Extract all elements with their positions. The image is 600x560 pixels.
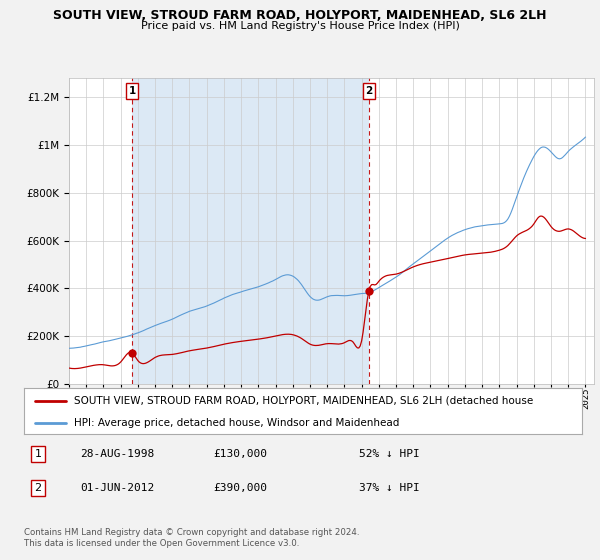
Text: 37% ↓ HPI: 37% ↓ HPI	[359, 483, 419, 493]
Text: £130,000: £130,000	[214, 449, 268, 459]
Text: Contains HM Land Registry data © Crown copyright and database right 2024.
This d: Contains HM Land Registry data © Crown c…	[24, 528, 359, 548]
Text: 1: 1	[128, 86, 136, 96]
Text: Price paid vs. HM Land Registry's House Price Index (HPI): Price paid vs. HM Land Registry's House …	[140, 21, 460, 31]
Bar	[132, 78, 369, 384]
Text: 2: 2	[365, 86, 373, 96]
Text: £390,000: £390,000	[214, 483, 268, 493]
Text: SOUTH VIEW, STROUD FARM ROAD, HOLYPORT, MAIDENHEAD, SL6 2LH: SOUTH VIEW, STROUD FARM ROAD, HOLYPORT, …	[53, 9, 547, 22]
Text: 2: 2	[34, 483, 41, 493]
Text: HPI: Average price, detached house, Windsor and Maidenhead: HPI: Average price, detached house, Wind…	[74, 418, 400, 427]
Text: 1: 1	[34, 449, 41, 459]
Text: 28-AUG-1998: 28-AUG-1998	[80, 449, 154, 459]
Text: 01-JUN-2012: 01-JUN-2012	[80, 483, 154, 493]
Text: 52% ↓ HPI: 52% ↓ HPI	[359, 449, 419, 459]
Text: SOUTH VIEW, STROUD FARM ROAD, HOLYPORT, MAIDENHEAD, SL6 2LH (detached house: SOUTH VIEW, STROUD FARM ROAD, HOLYPORT, …	[74, 396, 533, 406]
